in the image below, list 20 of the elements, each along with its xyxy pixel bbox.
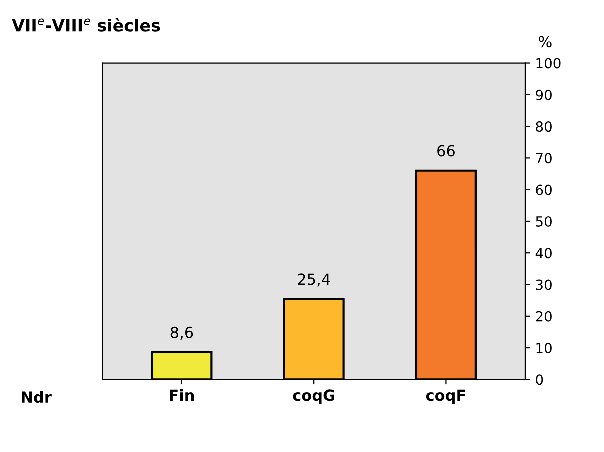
y-tick-label: 40 <box>536 248 552 259</box>
y-axis-title: % <box>539 36 552 48</box>
y-tick-label: 20 <box>536 311 552 322</box>
text: Ndr <box>22 391 52 404</box>
y-tick-label: 10 <box>536 343 552 354</box>
y-tick-label: 30 <box>536 280 552 290</box>
data-label: 66 <box>438 145 455 157</box>
data-label: 8,6 <box>170 326 194 340</box>
y-tick-label: 80 <box>536 122 552 132</box>
y-tick-label: 60 <box>536 184 552 196</box>
chart-title: VII$^{e}$-VIII$^{e}$ siècles <box>12 18 160 32</box>
y-tick-label: 70 <box>536 153 552 164</box>
x-tick-label: Fin <box>170 389 194 402</box>
y-tick-label: 90 <box>536 90 552 100</box>
y-tick-label: 50 <box>536 216 552 227</box>
x-tick-label: coqG <box>293 390 334 404</box>
y-tick-label: 100 <box>536 58 561 69</box>
x-tick-label: coqF <box>426 390 466 404</box>
data-label: 25,4 <box>298 274 330 287</box>
y-tick-label: 0 <box>536 374 544 386</box>
